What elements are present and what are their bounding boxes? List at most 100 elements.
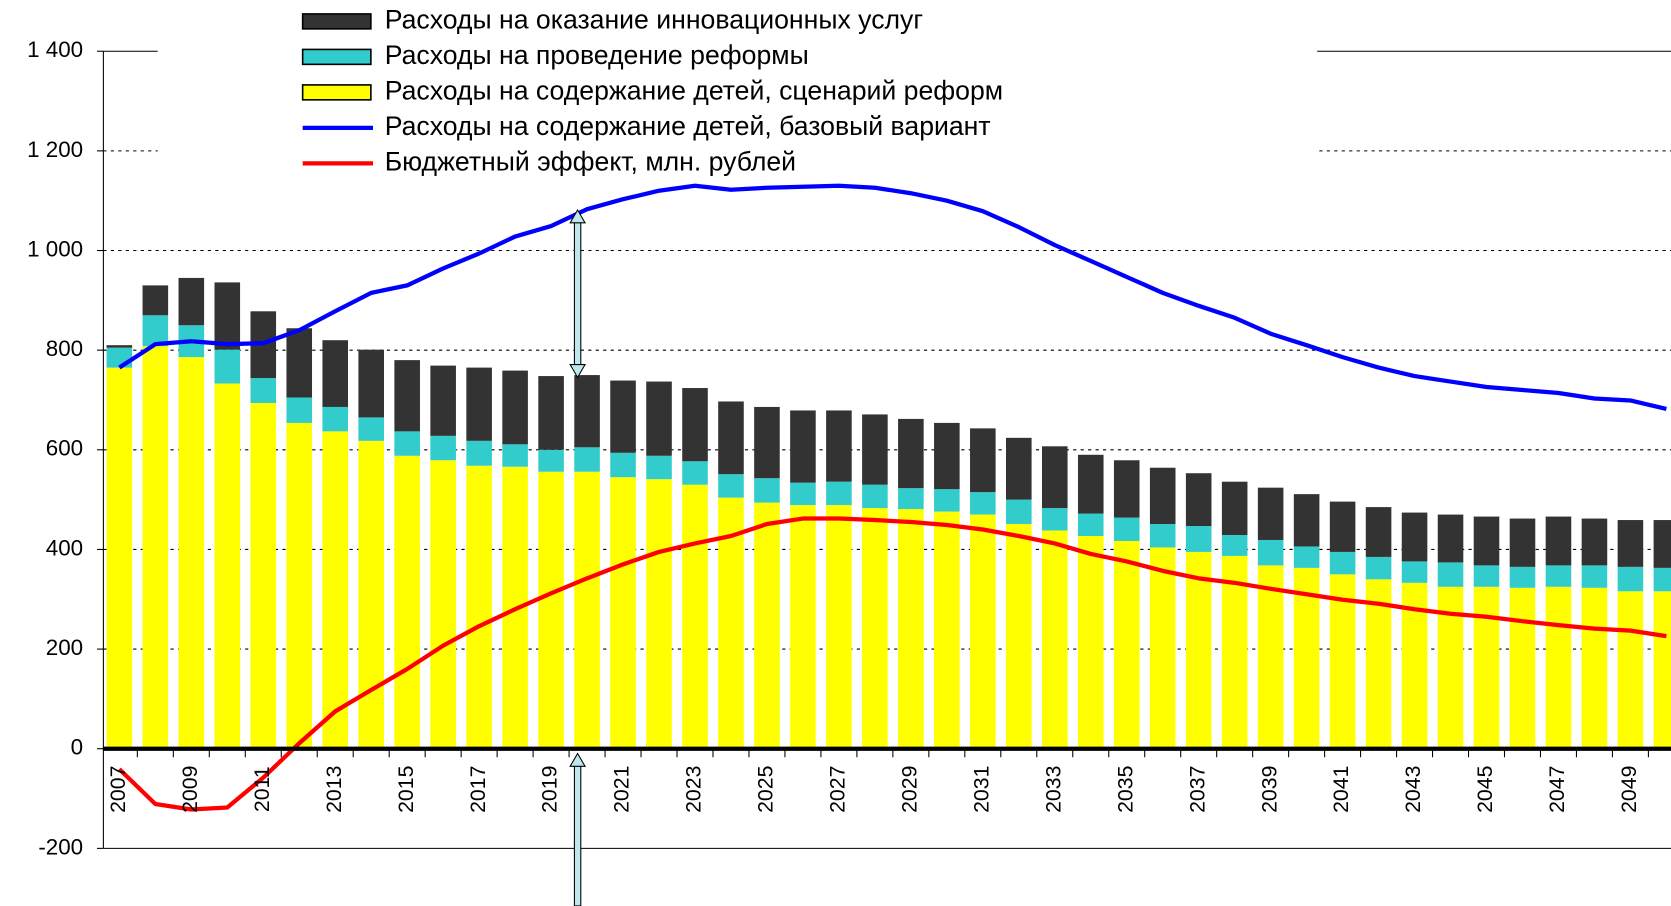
bar xyxy=(1077,535,1104,749)
bar xyxy=(1365,579,1392,749)
legend-label: Бюджетный эффект, млн. рублей xyxy=(385,146,796,176)
bar xyxy=(610,380,636,453)
bar xyxy=(250,378,277,403)
bar xyxy=(574,375,600,448)
bar xyxy=(502,444,528,467)
x-tick-label: 2035 xyxy=(1113,766,1137,813)
bar xyxy=(430,365,456,436)
bar xyxy=(970,492,996,515)
y-tick-label: 600 xyxy=(46,436,83,461)
arrow-shaft xyxy=(573,220,582,368)
bar xyxy=(826,481,852,506)
bar xyxy=(538,471,564,749)
bar xyxy=(1653,520,1671,568)
bar xyxy=(1365,507,1392,557)
bar xyxy=(1257,565,1284,749)
legend-swatch xyxy=(301,13,372,30)
x-tick-label: 2049 xyxy=(1617,766,1641,813)
bar xyxy=(1473,586,1500,749)
x-tick-label: 2041 xyxy=(1329,766,1353,813)
line-series xyxy=(117,516,1667,812)
x-tick-label: 2019 xyxy=(538,766,562,813)
bar xyxy=(322,406,349,432)
bar xyxy=(682,484,708,749)
bar xyxy=(862,414,888,485)
bar xyxy=(1041,530,1068,749)
bar xyxy=(1509,566,1536,588)
bar xyxy=(358,440,384,749)
bar xyxy=(574,447,600,472)
bar xyxy=(934,422,960,490)
bar xyxy=(1437,562,1464,587)
bar xyxy=(214,383,241,749)
bar xyxy=(646,455,672,480)
bars xyxy=(106,277,1671,749)
bar xyxy=(754,502,780,749)
bar xyxy=(1293,546,1320,568)
bar xyxy=(898,488,924,510)
x-tick-label: 2037 xyxy=(1185,766,1209,813)
bar xyxy=(898,418,924,489)
bar xyxy=(1473,516,1500,566)
bar xyxy=(466,440,492,466)
arrow-head xyxy=(569,208,586,224)
x-tick-label: 2043 xyxy=(1401,766,1425,813)
bar xyxy=(1257,487,1284,540)
y-tick-label: 1 000 xyxy=(27,236,83,261)
bar xyxy=(1581,587,1608,749)
bar xyxy=(1509,587,1536,749)
x-tick-label: 2025 xyxy=(754,766,778,813)
bar xyxy=(1365,556,1392,580)
bar xyxy=(250,402,277,749)
bar xyxy=(1473,565,1500,587)
bar xyxy=(106,347,133,368)
bar xyxy=(1329,551,1356,575)
bar xyxy=(466,367,492,441)
bar xyxy=(1041,446,1068,509)
x-tick-label: 2033 xyxy=(1041,766,1065,813)
bar xyxy=(286,422,313,749)
bar xyxy=(610,477,636,749)
bar xyxy=(718,474,744,498)
bar xyxy=(682,388,708,462)
bar xyxy=(826,505,852,749)
bar xyxy=(1113,460,1140,518)
x-tick-label: 2015 xyxy=(394,766,418,813)
bar xyxy=(790,410,816,483)
legend-swatch xyxy=(301,84,372,101)
legend-label: Расходы на проведение реформы xyxy=(385,40,809,70)
bar xyxy=(1509,518,1536,567)
bar xyxy=(214,349,241,384)
bar xyxy=(1545,586,1572,749)
legend-label: Расходы на содержание детей, сценарий ре… xyxy=(385,75,1003,105)
x-tick-label: 2017 xyxy=(466,766,490,813)
y-tick-label: -200 xyxy=(38,834,83,859)
arrow-head xyxy=(569,364,586,379)
bar xyxy=(1329,501,1356,552)
bar xyxy=(1545,516,1572,566)
bar xyxy=(682,461,708,485)
legend-swatch xyxy=(301,48,372,66)
bar xyxy=(1113,517,1140,541)
y-tick-label: 0 xyxy=(71,735,83,760)
x-tick-label: 2027 xyxy=(826,766,850,813)
x-tick-label: 2047 xyxy=(1545,766,1569,813)
bar xyxy=(1185,551,1212,749)
bar xyxy=(1185,526,1212,552)
bar xyxy=(1149,547,1176,749)
x-tick-label: 2039 xyxy=(1257,766,1281,813)
x-tick-label: 2045 xyxy=(1473,766,1497,813)
bar xyxy=(142,315,169,347)
y-tick-label: 1 400 xyxy=(27,37,83,62)
x-tick-label: 2031 xyxy=(969,766,993,813)
bar xyxy=(646,381,672,456)
bar xyxy=(1257,539,1284,566)
bar xyxy=(1006,524,1032,749)
bar xyxy=(826,410,852,482)
bar xyxy=(1617,520,1644,567)
x-tick-label: 2013 xyxy=(322,766,346,813)
bar xyxy=(1437,514,1464,563)
bar xyxy=(970,428,996,493)
legend-label: Расходы на оказание инновационных услуг xyxy=(385,4,923,34)
